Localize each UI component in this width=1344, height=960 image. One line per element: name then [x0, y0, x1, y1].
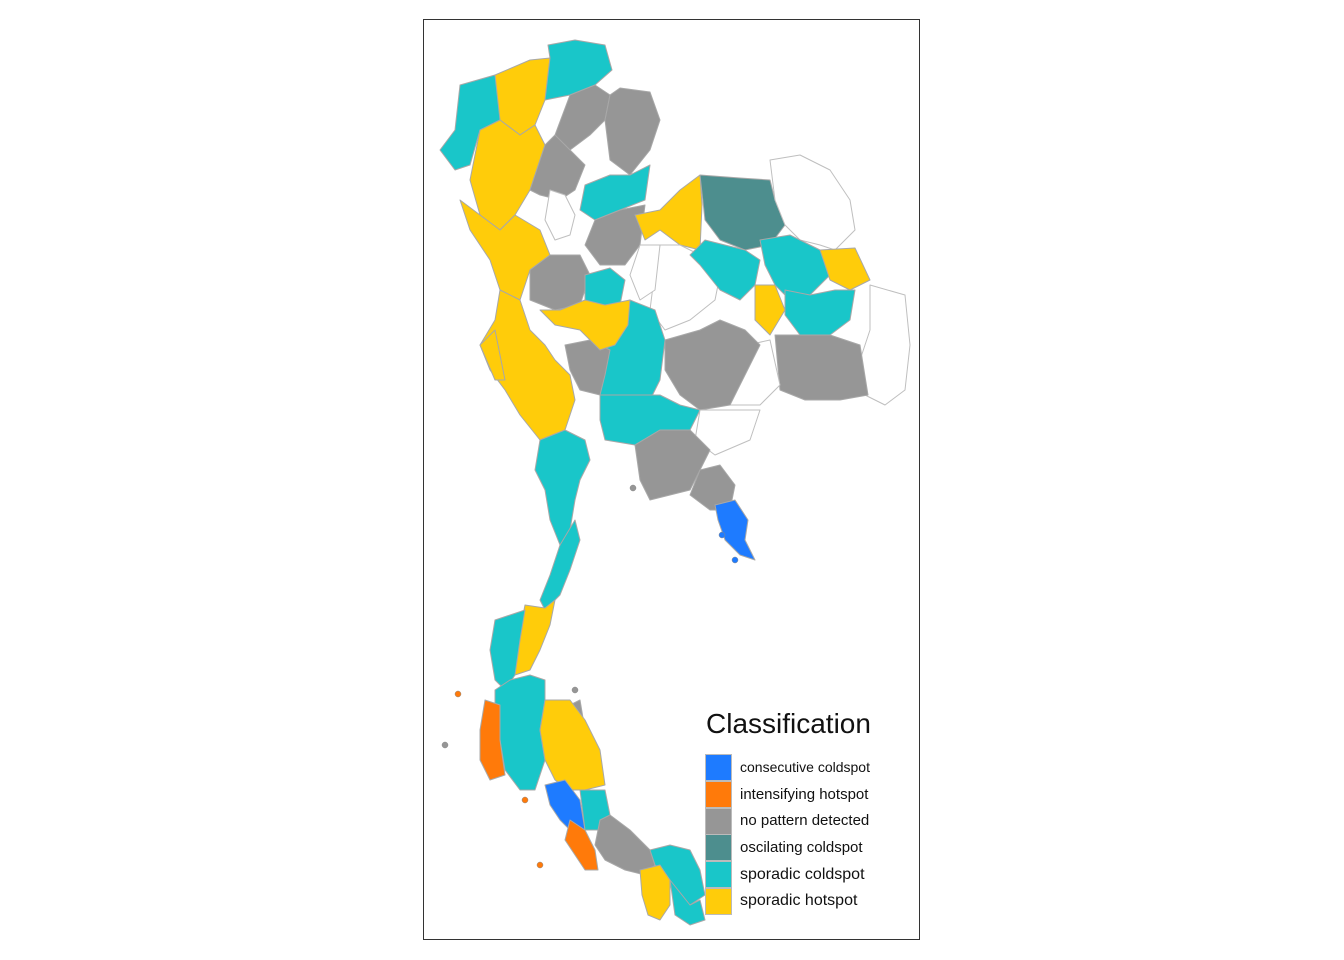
province-region [664, 319, 761, 411]
island-marker [629, 484, 637, 492]
province-region [594, 814, 656, 876]
province-region [604, 87, 661, 176]
province-region [634, 429, 711, 501]
province-region [579, 164, 651, 221]
province-region [479, 329, 506, 381]
legend-item: intensifying hotspot [705, 780, 905, 808]
legend-label: no pattern detected [740, 812, 870, 830]
map-legend: Classification consecutive coldspot inten… [705, 706, 905, 915]
province-region [699, 174, 786, 251]
legend-item: sporadic coldspot [705, 861, 905, 889]
province-region [784, 289, 856, 336]
legend-swatch [705, 753, 732, 781]
legend-swatch [705, 807, 732, 835]
province-region [469, 119, 546, 231]
province-region [669, 879, 706, 926]
legend-title: Classification [706, 708, 871, 739]
province-region [564, 819, 599, 871]
province-region [584, 204, 646, 266]
province-region [859, 284, 911, 406]
province-region [529, 134, 586, 201]
legend-item: oscilating coldspot [705, 834, 905, 862]
legend-label: sporadic coldspot [740, 865, 865, 883]
province-region [819, 247, 871, 291]
legend-swatch [705, 780, 732, 808]
province-region [714, 499, 756, 561]
island-marker [718, 531, 726, 539]
island-marker [454, 690, 462, 698]
island-marker [731, 556, 739, 564]
legend-label: oscilating coldspot [740, 839, 863, 857]
province-region [754, 284, 786, 336]
legend-swatch [705, 887, 732, 915]
province-region [539, 299, 631, 351]
province-region [539, 519, 581, 611]
legend-swatch [705, 861, 732, 889]
legend-label: intensifying hotspot [740, 785, 869, 803]
island-marker [441, 741, 449, 749]
island-marker [521, 796, 529, 804]
legend-item: sporadic hotspot [705, 887, 905, 915]
legend-item: consecutive coldspot [705, 753, 905, 781]
province-region [629, 244, 661, 301]
legend-item: no pattern detected [705, 807, 905, 835]
province-region [479, 699, 506, 781]
legend-swatch [705, 834, 732, 862]
island-marker [571, 686, 579, 694]
province-region [544, 189, 576, 241]
island-marker [536, 861, 544, 869]
province-region [639, 864, 671, 921]
legend-label: sporadic hotspot [740, 892, 858, 910]
province-region [634, 174, 703, 251]
province-region [544, 39, 613, 101]
province-region [539, 699, 606, 791]
province-region [689, 239, 761, 301]
province-region [534, 429, 591, 546]
province-region [774, 334, 869, 401]
legend-label: consecutive coldspot [740, 759, 870, 776]
